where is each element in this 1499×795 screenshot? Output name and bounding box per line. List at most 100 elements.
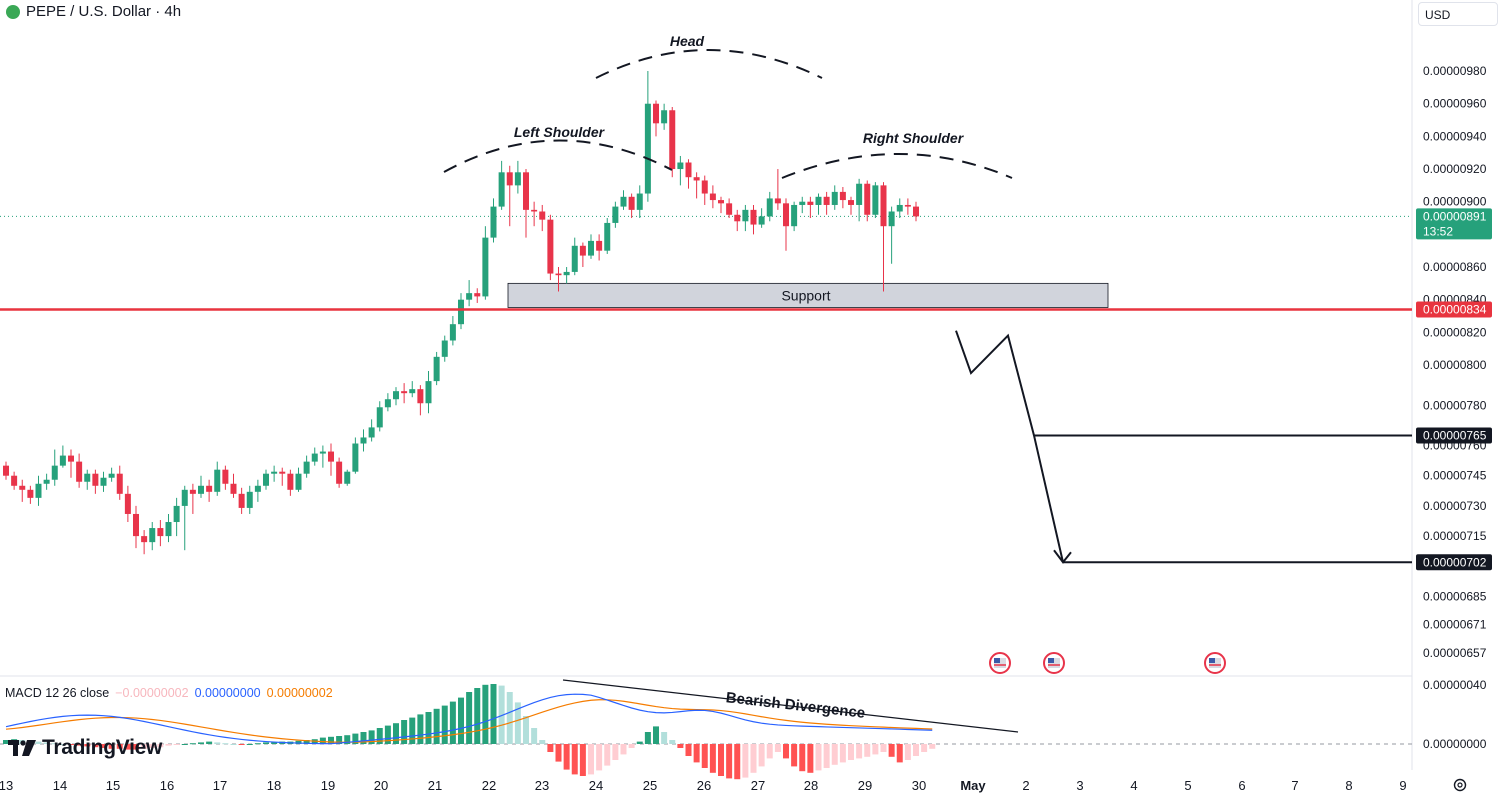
candle[interactable] [685, 159, 692, 189]
right-shoulder-arc[interactable] [781, 153, 1013, 179]
candle[interactable] [43, 473, 50, 490]
macd-legend-title[interactable]: MACD 12 26 close [5, 686, 110, 700]
candle[interactable] [628, 193, 635, 219]
candle[interactable] [864, 180, 871, 222]
candle[interactable] [888, 206, 895, 264]
candle[interactable] [409, 381, 416, 398]
candle[interactable] [59, 445, 66, 468]
candle[interactable] [198, 475, 204, 498]
candle[interactable] [246, 485, 253, 514]
candle[interactable] [636, 185, 643, 219]
candle[interactable] [547, 214, 554, 281]
candle[interactable] [173, 497, 180, 537]
candle[interactable] [254, 479, 261, 502]
head-arc[interactable] [595, 49, 823, 79]
candle[interactable] [141, 530, 148, 555]
candle[interactable] [425, 371, 432, 414]
candle[interactable] [807, 196, 814, 219]
candle[interactable] [319, 445, 326, 468]
candle[interactable] [19, 479, 26, 502]
candle[interactable] [466, 280, 473, 307]
candle[interactable] [149, 522, 156, 551]
candle[interactable] [189, 483, 196, 514]
candle[interactable] [100, 471, 107, 492]
candle[interactable] [35, 475, 42, 506]
candle[interactable] [336, 457, 343, 488]
candle[interactable] [523, 169, 529, 238]
candle[interactable] [441, 335, 448, 362]
candle[interactable] [563, 267, 570, 284]
candle[interactable] [11, 471, 18, 490]
candle[interactable] [612, 201, 619, 228]
candle[interactable] [872, 182, 879, 219]
candle[interactable] [51, 449, 58, 486]
candle[interactable] [238, 487, 245, 514]
candle[interactable] [230, 473, 237, 498]
candle[interactable] [271, 465, 278, 482]
candle[interactable] [750, 204, 757, 235]
candle[interactable] [531, 201, 538, 227]
candle[interactable] [295, 467, 302, 492]
candle[interactable] [279, 467, 286, 486]
us-flag-event-icon[interactable] [1204, 652, 1226, 674]
candle[interactable] [384, 393, 391, 412]
candle[interactable] [303, 455, 310, 478]
candle[interactable] [133, 505, 139, 549]
candle[interactable] [68, 449, 74, 478]
candle[interactable] [766, 191, 773, 222]
candle[interactable] [222, 465, 229, 490]
candle[interactable] [76, 453, 83, 488]
candle[interactable] [376, 401, 383, 432]
left-shoulder-arc[interactable] [443, 139, 673, 173]
candle[interactable] [328, 443, 334, 476]
candle[interactable] [417, 385, 424, 416]
candle[interactable] [287, 469, 294, 496]
candle[interactable] [848, 196, 854, 215]
candle[interactable] [514, 160, 521, 194]
candle[interactable] [791, 201, 798, 232]
candle[interactable] [579, 242, 586, 268]
candle[interactable] [904, 198, 911, 215]
candle[interactable] [653, 100, 659, 137]
candle[interactable] [774, 169, 781, 210]
candle[interactable] [84, 469, 91, 490]
candle[interactable] [181, 485, 188, 551]
candle[interactable] [92, 469, 99, 494]
candle[interactable] [474, 288, 481, 303]
candle[interactable] [588, 234, 594, 259]
candle[interactable] [856, 178, 863, 222]
candle[interactable] [311, 447, 318, 466]
candle[interactable] [742, 204, 749, 232]
candle[interactable] [555, 267, 562, 292]
candle[interactable] [880, 182, 887, 292]
candle[interactable] [709, 185, 716, 209]
candle[interactable] [458, 293, 464, 330]
candle[interactable] [263, 469, 269, 490]
us-flag-event-icon[interactable] [1043, 652, 1065, 674]
candle[interactable] [214, 461, 221, 496]
candle[interactable] [783, 198, 789, 251]
candle[interactable] [823, 191, 830, 215]
candle[interactable] [490, 198, 497, 243]
candle[interactable] [799, 196, 806, 214]
currency-select[interactable]: USD [1418, 2, 1498, 26]
candle[interactable] [206, 479, 213, 502]
candle[interactable] [831, 185, 838, 210]
candle[interactable] [718, 196, 724, 214]
candle[interactable] [669, 106, 676, 178]
candle[interactable] [913, 201, 919, 222]
candle[interactable] [3, 461, 9, 480]
candle[interactable] [393, 387, 399, 406]
candle[interactable] [726, 198, 733, 219]
candle[interactable] [157, 520, 164, 547]
candle[interactable] [368, 419, 375, 442]
candle[interactable] [482, 226, 489, 300]
candle[interactable] [661, 103, 668, 130]
candle[interactable] [620, 190, 627, 210]
symbol-title[interactable]: PEPE / U.S. Dollar · 4h [26, 3, 182, 20]
candle[interactable] [401, 383, 408, 404]
candle[interactable] [124, 485, 131, 523]
tradingview-logo[interactable]: TradingView [8, 736, 162, 760]
support-zone[interactable] [507, 282, 1109, 308]
